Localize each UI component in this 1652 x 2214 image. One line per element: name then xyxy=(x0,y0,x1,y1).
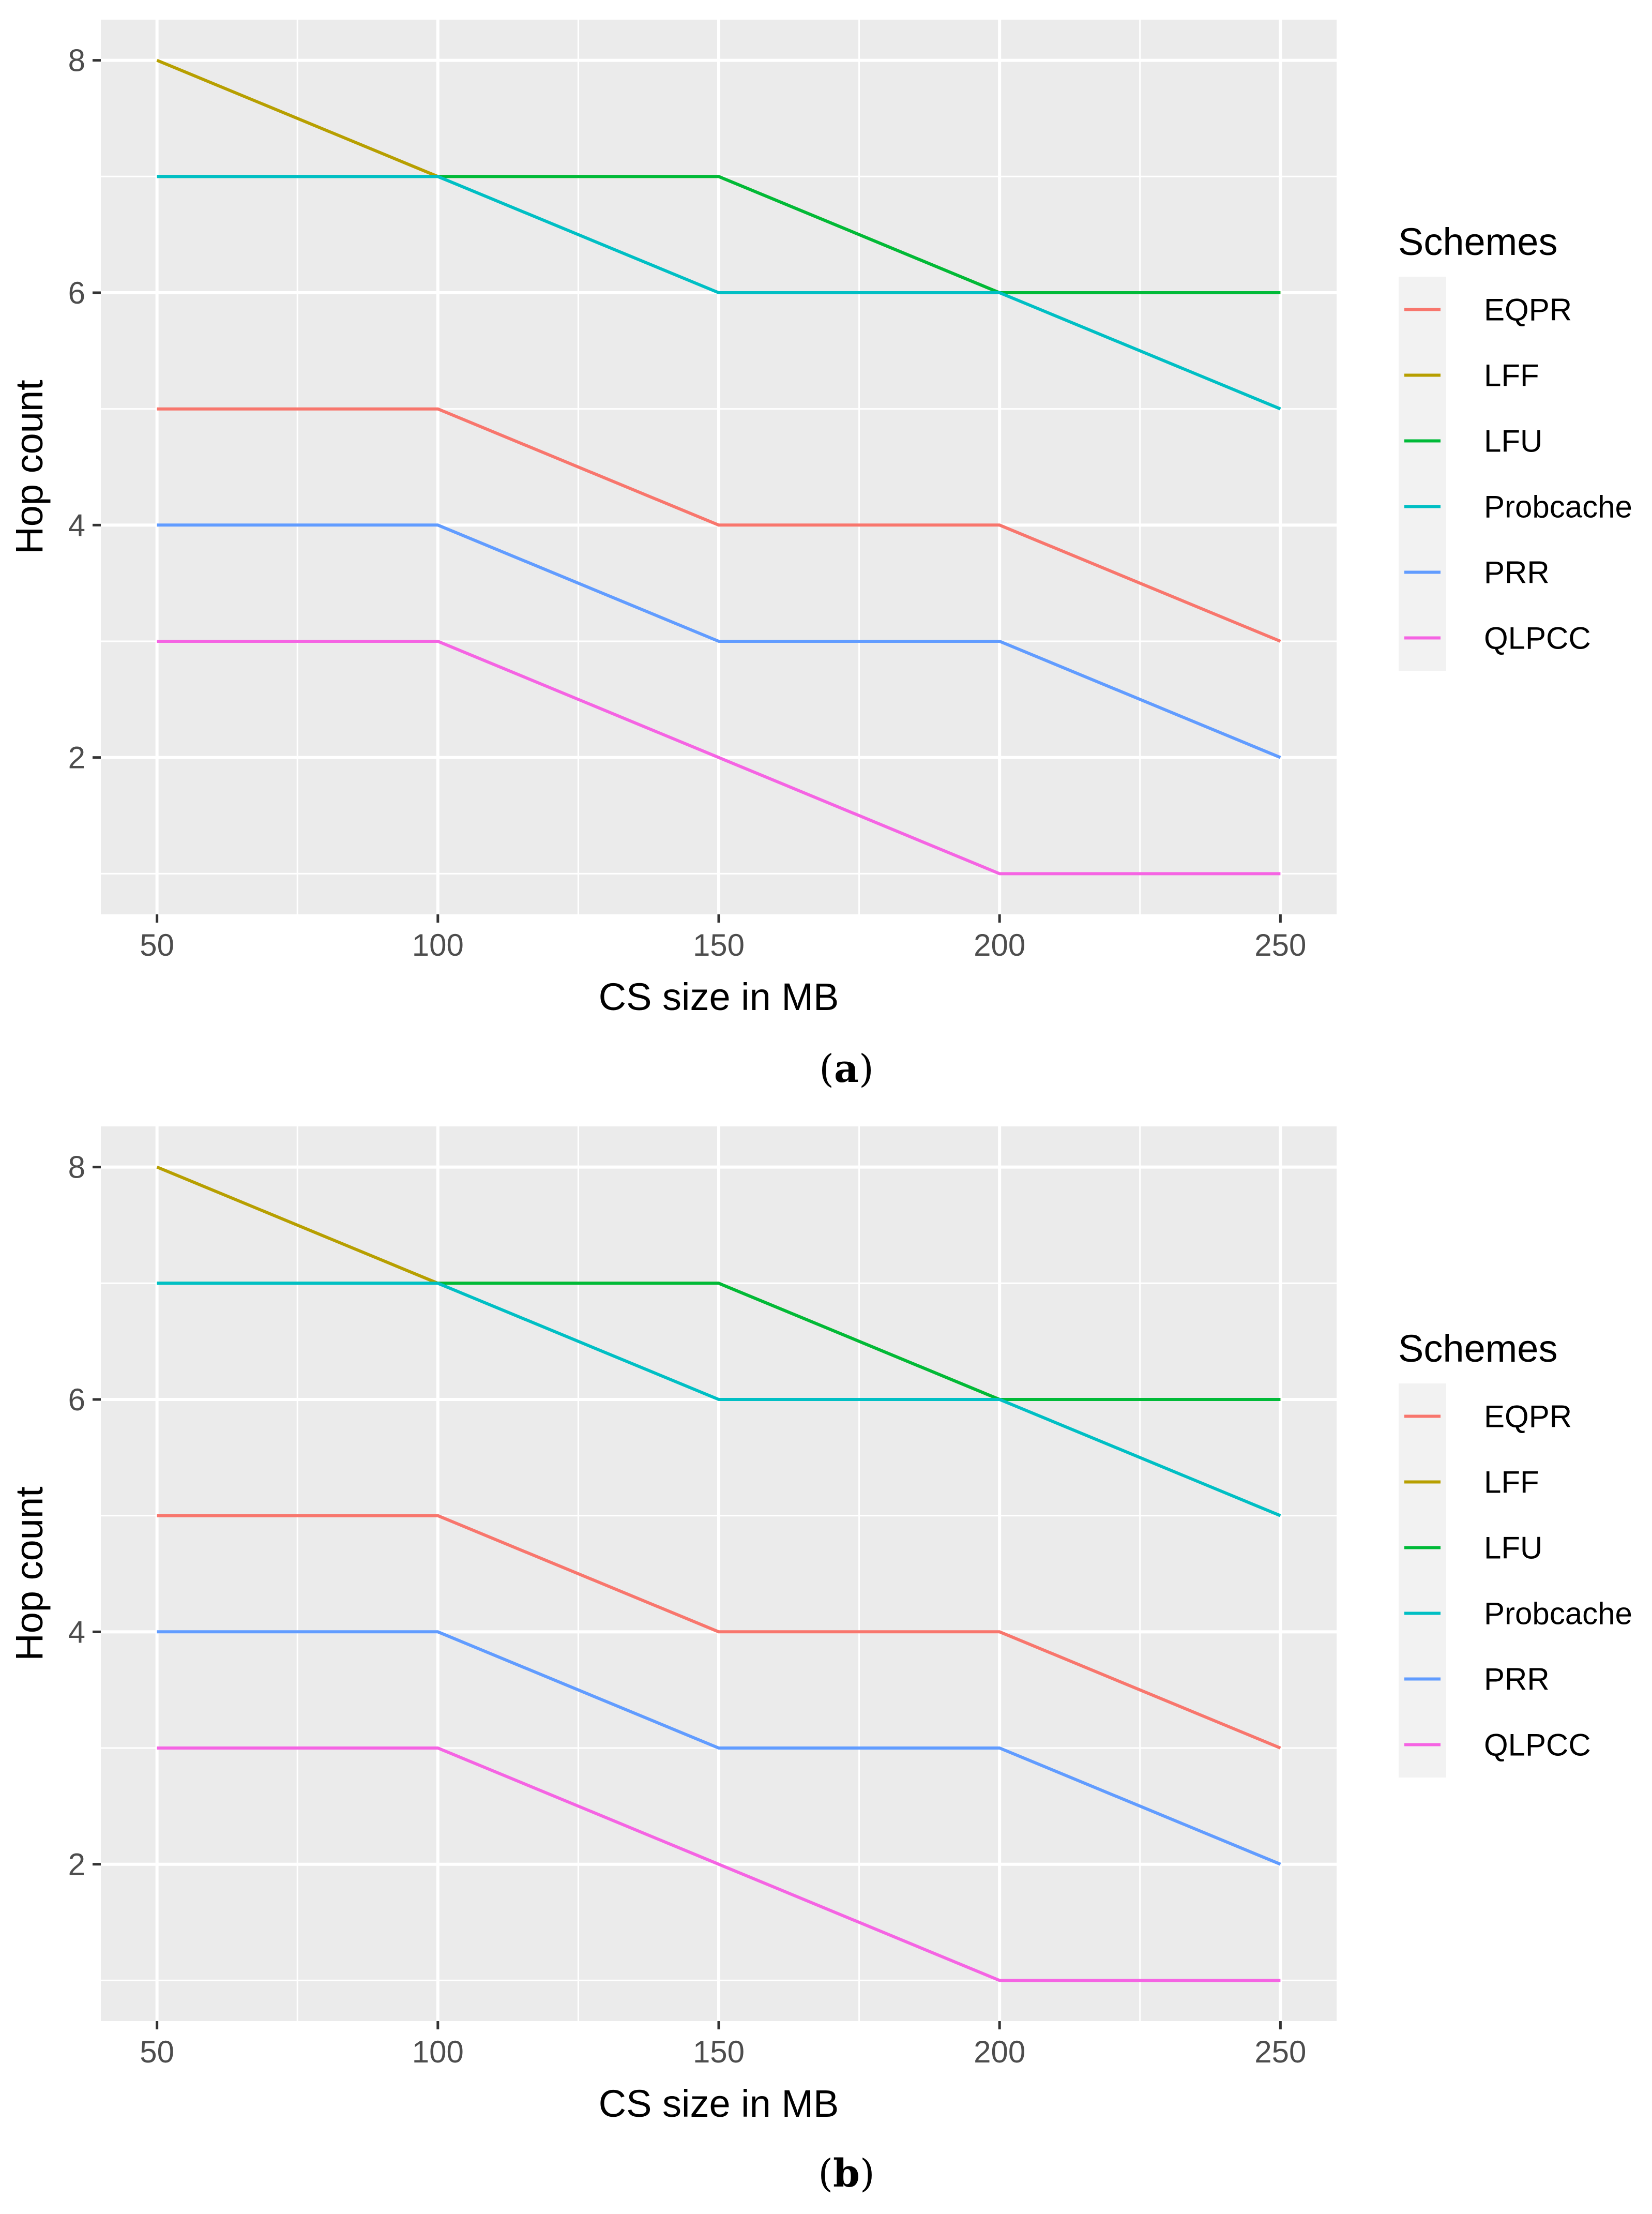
caption-open-paren: ( xyxy=(818,2151,833,2196)
legend-label-lfu: LFU xyxy=(1484,1531,1542,1565)
y-tick-label: 8 xyxy=(68,43,85,78)
y-axis: 2 4 6 8 xyxy=(68,43,101,775)
x-axis-title: CS size in MB xyxy=(599,975,839,1018)
x-tick-label: 250 xyxy=(1254,928,1306,962)
y-tick-label: 4 xyxy=(68,1615,85,1649)
series-lines xyxy=(156,1165,1281,1982)
series-line-prr xyxy=(157,523,1281,759)
series-line-qlpcc xyxy=(157,1746,1281,1982)
y-tick-label: 2 xyxy=(68,741,85,775)
legend-title: Schemes xyxy=(1398,1327,1557,1370)
x-tick-label: 50 xyxy=(140,928,174,962)
series-line-qlpcc xyxy=(157,640,1281,876)
legend-label-probcache: Probcache xyxy=(1484,490,1632,524)
x-tick-label: 100 xyxy=(412,2035,464,2069)
legend-label-qlpcc: QLPCC xyxy=(1484,1728,1591,1763)
legend-title: Schemes xyxy=(1398,220,1557,263)
x-tick-label: 250 xyxy=(1254,2035,1306,2069)
y-axis-title: Hop count xyxy=(8,1486,51,1661)
legend-label-eqpr: EQPR xyxy=(1484,293,1572,327)
legend-label-prr: PRR xyxy=(1484,1662,1550,1697)
caption-close-paren: ) xyxy=(859,1047,874,1091)
x-tick-label: 150 xyxy=(693,2035,745,2069)
caption-label: b xyxy=(833,2151,860,2196)
x-tick-label: 150 xyxy=(693,928,745,962)
series-lines xyxy=(156,58,1281,876)
panel-caption: (a) xyxy=(819,1047,874,1091)
legend-label-prr: PRR xyxy=(1484,555,1550,590)
x-tick-label: 50 xyxy=(140,2035,174,2069)
y-tick-label: 6 xyxy=(68,1382,85,1417)
y-tick-label: 4 xyxy=(68,508,85,543)
y-tick-label: 6 xyxy=(68,276,85,310)
series-line-eqpr xyxy=(157,1514,1281,1750)
x-tick-label: 200 xyxy=(974,2035,1025,2069)
legend-label-qlpcc: QLPCC xyxy=(1484,621,1591,656)
series-line-prr xyxy=(157,1630,1281,1866)
x-tick-label: 100 xyxy=(412,928,464,962)
legend-label-lfu: LFU xyxy=(1484,424,1542,459)
legend-label-probcache: Probcache xyxy=(1484,1597,1632,1631)
legend: Schemes EQPR LFF LFU Probcache PRR QLPCC xyxy=(1398,1327,1632,1778)
y-tick-label: 2 xyxy=(68,1847,85,1882)
legend: Schemes EQPR LFF LFU Probcache PRR QLPCC xyxy=(1398,220,1632,671)
y-axis-title: Hop count xyxy=(8,380,51,554)
x-axis: 50 100 150 200 250 xyxy=(140,914,1306,962)
x-axis: 50 100 150 200 250 xyxy=(140,2021,1306,2069)
y-tick-label: 8 xyxy=(68,1150,85,1185)
x-tick-label: 200 xyxy=(974,928,1025,962)
chart-a: 50 100 150 200 250 2 4 6 8 CS size in MB Hop count… xyxy=(8,20,1632,1091)
series-line-probcache xyxy=(157,175,1281,411)
chart-b: 50 100 150 200 250 2 4 6 8 CS size in MB Hop count… xyxy=(8,1126,1632,2196)
legend-key-background xyxy=(1399,1383,1446,1778)
caption-close-paren: ) xyxy=(860,2151,875,2196)
caption-open-paren: ( xyxy=(819,1047,834,1091)
legend-label-lff: LFF xyxy=(1484,1465,1539,1500)
caption-label: a xyxy=(834,1047,859,1091)
legend-label-eqpr: EQPR xyxy=(1484,1399,1572,1434)
legend-key-background xyxy=(1399,277,1446,671)
series-line-eqpr xyxy=(157,407,1281,643)
panel-caption: (b) xyxy=(818,2151,875,2196)
y-axis: 2 4 6 8 xyxy=(68,1150,101,1882)
x-axis-title: CS size in MB xyxy=(599,2082,839,2125)
series-line-probcache xyxy=(157,1282,1281,1517)
legend-label-lff: LFF xyxy=(1484,358,1539,393)
